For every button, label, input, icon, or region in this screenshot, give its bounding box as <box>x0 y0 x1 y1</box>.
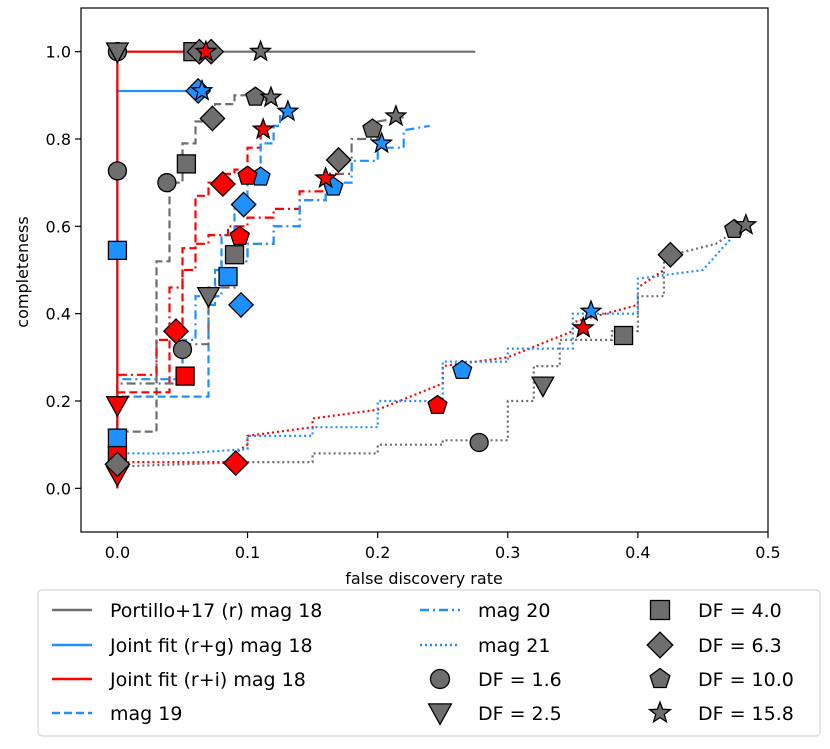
marker-df-4-0-square <box>107 240 128 261</box>
marker-df-6-3-diamond <box>199 105 226 132</box>
legend-label: mag 19 <box>110 703 182 725</box>
marker-df-6-3-diamond <box>325 146 352 174</box>
marker-df-4-0-square <box>176 154 197 174</box>
marker-df-1-6-circle <box>107 161 128 181</box>
legend-swatch <box>429 668 451 690</box>
marker-df-6-3-diamond <box>209 170 236 198</box>
legend-label: DF = 4.0 <box>698 600 782 622</box>
legend-label: Portillo+17 (r) mag 18 <box>110 600 322 622</box>
marker-df-15-8-star <box>251 117 275 140</box>
x-tick-label: 0.5 <box>755 543 780 562</box>
marker-df-6-3-diamond <box>104 451 131 478</box>
legend-label: mag 21 <box>478 635 550 657</box>
y-tick-label: 0.4 <box>46 305 71 324</box>
marker-df-15-8-star <box>248 39 273 62</box>
series-mag-21-red-line <box>117 269 665 464</box>
legend-frame <box>37 589 821 737</box>
marker-df-6-3-diamond <box>657 241 684 268</box>
marker-df-1-6-circle <box>157 173 177 193</box>
y-tick-label: 1.0 <box>46 43 71 62</box>
x-axis-label: false discovery rate <box>345 569 503 588</box>
x-tick-label: 0.3 <box>495 543 520 562</box>
y-axis-label: completeness <box>13 216 32 327</box>
legend-label: DF = 1.6 <box>478 669 562 691</box>
marker-df-10-0-pentagon <box>427 394 448 415</box>
x-tick-label: 0.2 <box>365 543 390 562</box>
marker-df-2-5-triangle-down <box>530 376 555 398</box>
y-tick-label: 0.6 <box>46 217 71 236</box>
marker-df-10-0-pentagon <box>237 165 258 185</box>
x-tick-label: 0.4 <box>625 543 650 562</box>
x-tick-label: 0.1 <box>235 543 260 562</box>
marker-df-10-0-pentagon <box>245 86 266 106</box>
marker-df-15-8-star <box>369 131 394 154</box>
y-tick-label: 0.8 <box>46 130 71 149</box>
marker-df-15-8-star <box>384 104 408 127</box>
legend-swatch <box>649 599 671 621</box>
marker-df-4-0-square <box>613 325 634 346</box>
legend: Portillo+17 (r) mag 18 Joint fit (r+g) ma… <box>37 589 821 737</box>
series-mag-20-line <box>116 124 430 489</box>
legend-swatch <box>427 703 453 726</box>
marker-df-6-3-diamond <box>222 449 249 477</box>
legend-swatch <box>646 631 674 659</box>
marker-df-4-0-square <box>107 428 128 448</box>
marker-df-10-0-pentagon <box>229 225 250 246</box>
x-axis: 0.0 0.1 0.2 0.3 0.4 0.5 <box>105 532 781 562</box>
marker-df-15-8-star <box>276 99 300 122</box>
legend-label: DF = 2.5 <box>478 703 562 725</box>
legend-swatch <box>647 700 673 724</box>
marker-df-2-5-triangle-down <box>105 42 130 64</box>
y-axis: 0.0 0.2 0.4 0.6 0.8 1.0 <box>46 43 81 498</box>
series-mag-21-line <box>117 225 743 455</box>
plot-frame <box>80 7 769 533</box>
y-tick-label: 0.2 <box>46 392 71 411</box>
legend-label: DF = 10.0 <box>698 669 794 691</box>
series-mag-19-gray-line <box>116 94 274 489</box>
marker-df-15-8-star <box>190 78 214 101</box>
marker-df-15-8-star <box>259 85 283 108</box>
marker-df-2-5-triangle-down <box>105 396 130 418</box>
marker-df-4-0-square <box>218 266 238 287</box>
legend-label: Joint fit (r+g) mag 18 <box>109 635 313 657</box>
marker-layer <box>104 38 758 488</box>
marker-df-15-8-star <box>579 299 603 322</box>
legend-label: DF = 6.3 <box>698 635 782 657</box>
marker-df-1-6-circle <box>469 432 489 453</box>
marker-df-1-6-circle <box>172 339 193 360</box>
marker-df-6-3-diamond <box>230 191 257 218</box>
marker-df-6-3-diamond <box>162 318 190 345</box>
legend-label: mag 20 <box>478 600 550 622</box>
marker-df-15-8-star <box>571 315 595 338</box>
marker-df-10-0-pentagon <box>362 118 383 138</box>
marker-df-6-3-diamond <box>227 291 255 319</box>
marker-df-15-8-star <box>314 166 338 189</box>
series-mag-20-red-line <box>116 172 339 489</box>
marker-df-4-0-square <box>224 245 245 265</box>
legend-label: Joint fit (r+i) mag 18 <box>109 669 306 691</box>
marker-df-15-8-star <box>194 39 218 62</box>
marker-df-2-5-triangle-down <box>196 286 221 309</box>
series-mag-21-gray-line <box>117 225 743 468</box>
y-tick-label: 0.0 <box>46 479 71 498</box>
marker-df-10-0-pentagon <box>452 359 473 380</box>
marker-df-15-8-star <box>734 212 758 235</box>
legend-label: DF = 15.8 <box>698 703 794 725</box>
marker-df-4-0-square <box>175 366 195 386</box>
legend-swatch <box>649 667 671 689</box>
x-tick-label: 0.0 <box>105 543 130 562</box>
